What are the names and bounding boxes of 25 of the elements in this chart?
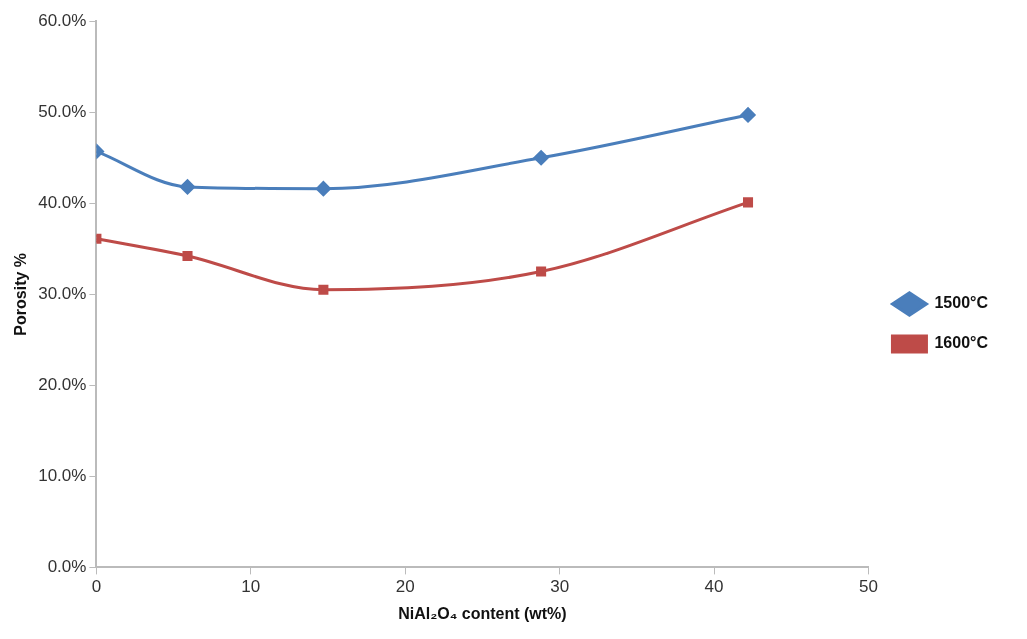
y-tick-label: 30.0% xyxy=(38,283,87,303)
x-tick-label: 0 xyxy=(91,577,102,597)
point xyxy=(742,197,754,208)
point xyxy=(533,150,549,166)
y-tick-label: 10.0% xyxy=(38,466,87,486)
legend-label: 1500°C xyxy=(934,294,989,312)
y-tick-label: 20.0% xyxy=(38,375,87,395)
x-tick-label: 40 xyxy=(704,577,724,597)
point xyxy=(180,179,196,195)
x-tick-label: 10 xyxy=(241,577,261,597)
y-tick-label: 0.0% xyxy=(47,557,87,577)
legend-label: 1600°C xyxy=(934,334,989,352)
x-tick-label: 50 xyxy=(858,577,878,597)
y-axis-title: Porosity % xyxy=(12,252,30,336)
x-tick-label: 30 xyxy=(550,577,570,597)
y-tick-label: 50.0% xyxy=(38,101,87,121)
x-tick-label: 20 xyxy=(395,577,415,597)
point xyxy=(182,251,193,262)
x-axis-title: NiAl₂O₄ content (wt%) xyxy=(398,604,567,622)
point xyxy=(536,266,547,277)
point xyxy=(318,284,329,295)
point xyxy=(315,181,331,197)
point xyxy=(740,107,756,123)
y-tick-label: 60.0% xyxy=(38,10,87,30)
y-tick-label: 40.0% xyxy=(38,192,87,212)
